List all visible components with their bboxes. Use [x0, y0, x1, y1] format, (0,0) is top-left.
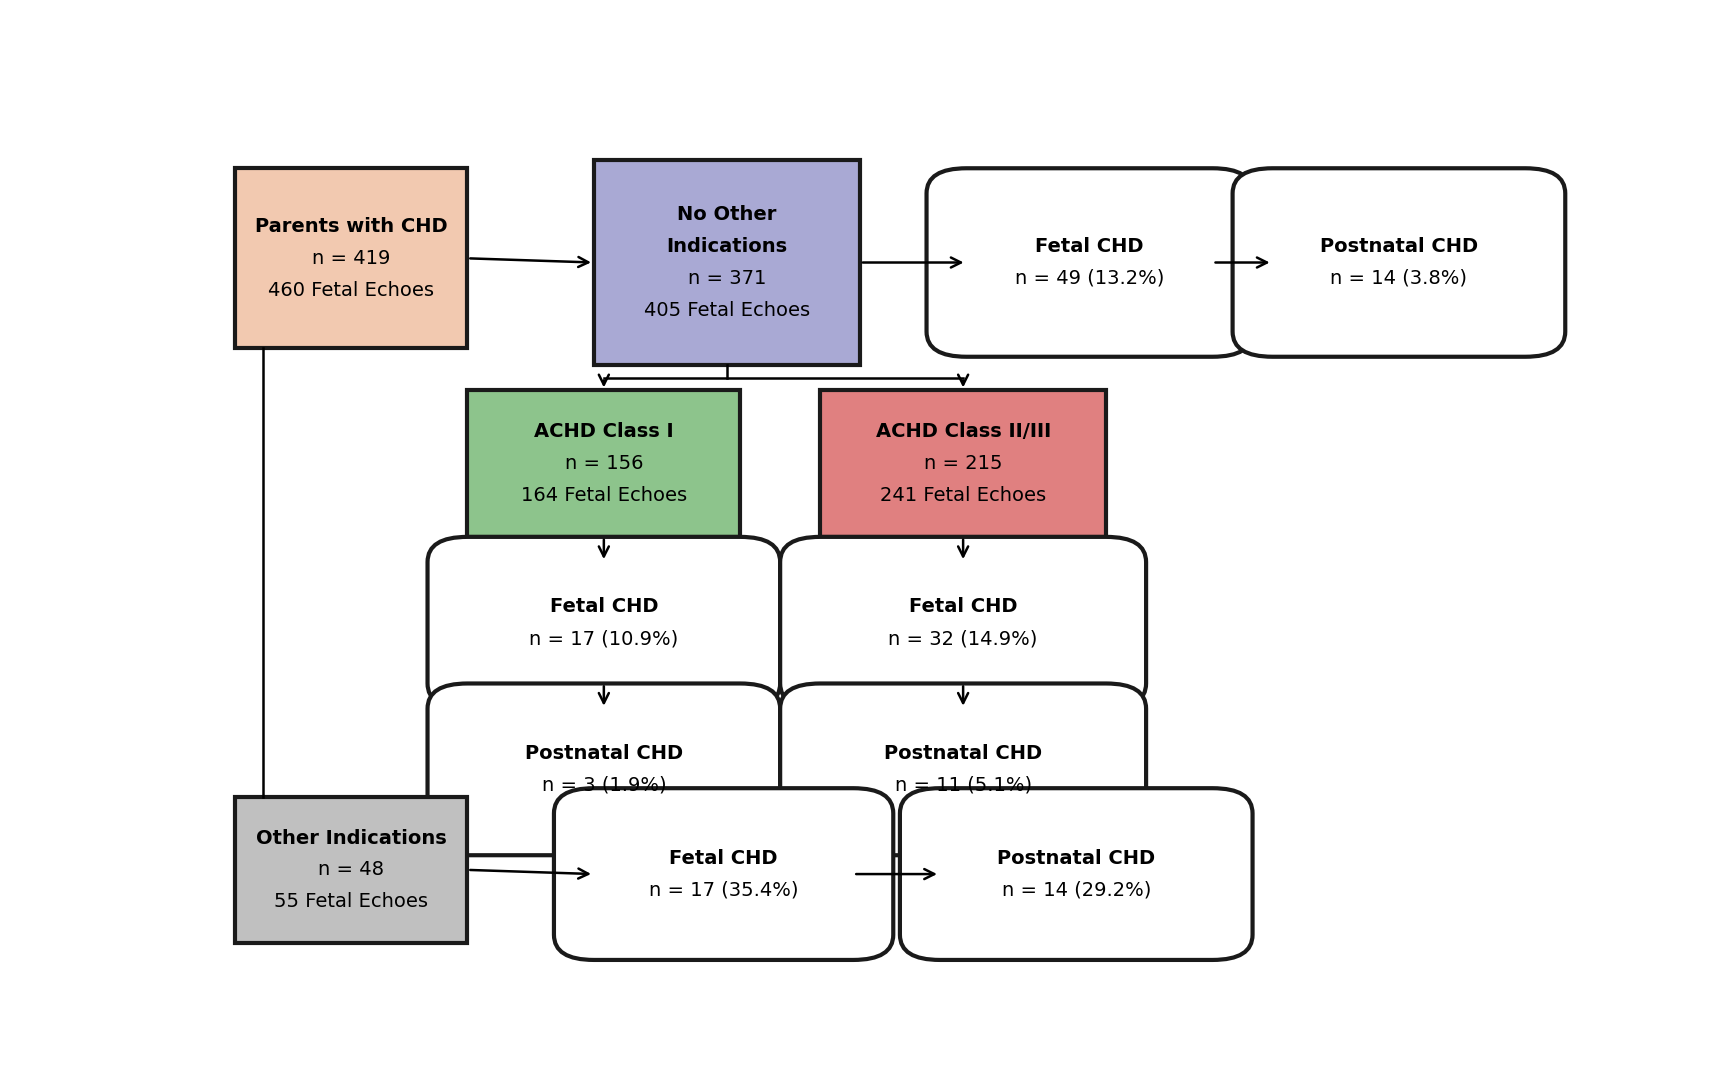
- Text: n = 48: n = 48: [318, 861, 385, 879]
- Text: n = 419: n = 419: [312, 249, 390, 268]
- Text: n = 371: n = 371: [689, 269, 766, 288]
- FancyBboxPatch shape: [235, 796, 467, 943]
- Text: Postnatal CHD: Postnatal CHD: [525, 744, 683, 763]
- Text: n = 14 (29.2%): n = 14 (29.2%): [1001, 880, 1150, 900]
- Text: n = 215: n = 215: [924, 454, 1003, 473]
- Text: 405 Fetal Echoes: 405 Fetal Echoes: [644, 300, 810, 320]
- Text: 164 Fetal Echoes: 164 Fetal Echoes: [520, 486, 687, 505]
- FancyBboxPatch shape: [780, 683, 1147, 855]
- Text: n = 11 (5.1%): n = 11 (5.1%): [895, 776, 1032, 794]
- Text: Other Indications: Other Indications: [256, 829, 446, 848]
- Text: No Other: No Other: [676, 206, 776, 224]
- Text: Postnatal CHD: Postnatal CHD: [884, 744, 1042, 763]
- Text: Fetal CHD: Fetal CHD: [1035, 237, 1144, 256]
- FancyBboxPatch shape: [900, 788, 1253, 960]
- FancyBboxPatch shape: [927, 169, 1252, 357]
- Text: 460 Fetal Echoes: 460 Fetal Echoes: [268, 281, 434, 299]
- FancyBboxPatch shape: [428, 683, 780, 855]
- Text: ACHD Class I: ACHD Class I: [534, 422, 673, 442]
- Text: n = 32 (14.9%): n = 32 (14.9%): [888, 629, 1037, 648]
- FancyBboxPatch shape: [235, 169, 467, 348]
- Text: n = 156: n = 156: [565, 454, 644, 473]
- Text: ACHD Class II/III: ACHD Class II/III: [876, 422, 1051, 442]
- Text: n = 3 (1.9%): n = 3 (1.9%): [541, 776, 666, 794]
- FancyBboxPatch shape: [1233, 169, 1566, 357]
- Text: n = 49 (13.2%): n = 49 (13.2%): [1015, 269, 1164, 288]
- Text: n = 17 (35.4%): n = 17 (35.4%): [649, 880, 798, 900]
- Text: n = 17 (10.9%): n = 17 (10.9%): [529, 629, 678, 648]
- FancyBboxPatch shape: [594, 160, 860, 366]
- FancyBboxPatch shape: [428, 536, 780, 708]
- Text: Fetal CHD: Fetal CHD: [549, 597, 658, 616]
- FancyBboxPatch shape: [555, 788, 893, 960]
- Text: Parents with CHD: Parents with CHD: [254, 217, 448, 236]
- FancyBboxPatch shape: [780, 536, 1147, 708]
- Text: n = 14 (3.8%): n = 14 (3.8%): [1331, 269, 1468, 288]
- Text: 55 Fetal Echoes: 55 Fetal Echoes: [275, 892, 428, 912]
- FancyBboxPatch shape: [467, 391, 740, 536]
- Text: Fetal CHD: Fetal CHD: [670, 849, 778, 867]
- Text: Fetal CHD: Fetal CHD: [908, 597, 1018, 616]
- FancyBboxPatch shape: [821, 391, 1106, 536]
- Text: Postnatal CHD: Postnatal CHD: [1320, 237, 1478, 256]
- Text: Postnatal CHD: Postnatal CHD: [998, 849, 1156, 867]
- Text: Indications: Indications: [666, 237, 788, 256]
- Text: 241 Fetal Echoes: 241 Fetal Echoes: [881, 486, 1046, 505]
